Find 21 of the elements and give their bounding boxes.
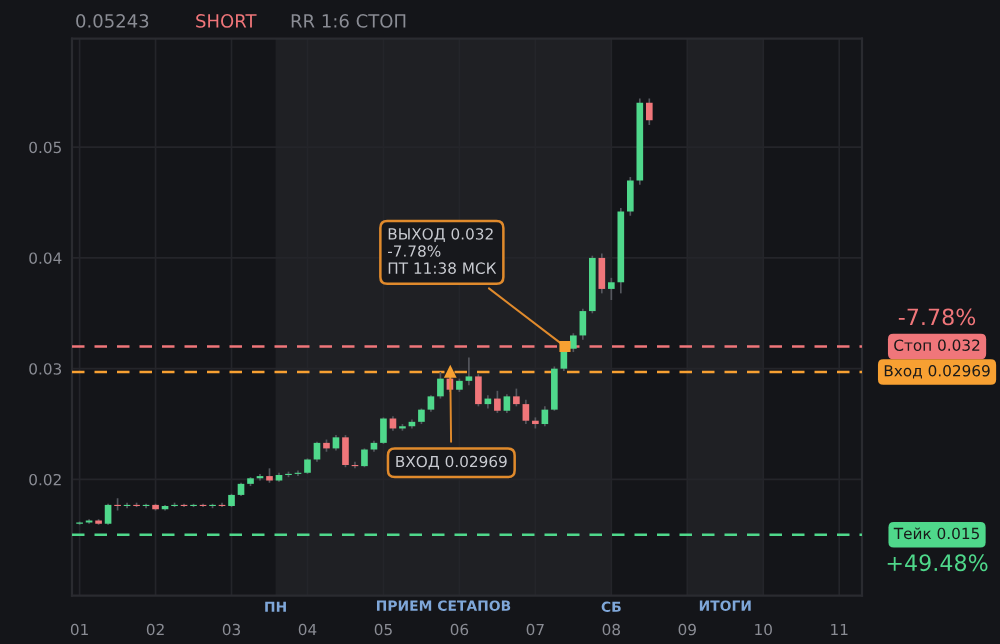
chart-title: 0.05243 <box>76 14 149 28</box>
candlestick <box>598 252 606 295</box>
candlestick <box>626 176 634 217</box>
candlestick <box>494 389 501 414</box>
candlestick <box>570 332 577 353</box>
candlestick <box>104 502 112 526</box>
text: RR 1:6 СТОП <box>291 14 406 28</box>
candlestick <box>437 371 444 400</box>
candlestick <box>342 434 349 469</box>
text: -7.78% <box>898 308 976 326</box>
candlestick <box>361 447 368 469</box>
text: +49.48% <box>887 554 988 572</box>
candlestick <box>645 97 653 126</box>
candlestick <box>551 365 558 412</box>
candlestick <box>465 356 473 387</box>
text: SHORT <box>196 14 257 28</box>
candlestick <box>475 373 482 408</box>
candlestick <box>503 393 511 414</box>
candlestick <box>608 277 615 301</box>
candlestick <box>380 416 387 445</box>
candlestick <box>522 398 530 425</box>
